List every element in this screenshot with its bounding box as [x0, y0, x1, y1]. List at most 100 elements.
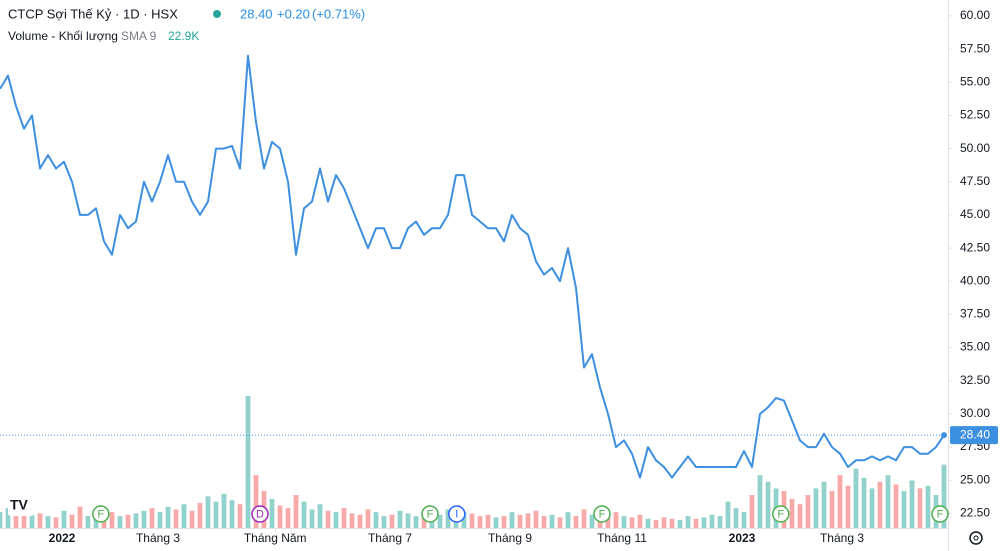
volume-bar: [205, 496, 211, 528]
volume-bar: [133, 513, 139, 528]
volume-bar: [93, 517, 99, 528]
volume-bar: [293, 495, 299, 528]
volume-bar: [581, 509, 587, 528]
x-tick-label: Tháng 7: [368, 531, 412, 545]
volume-bar: [765, 481, 771, 528]
volume-bar: [349, 513, 355, 528]
chart-title: CTCP Sợi Thế Kỷ · 1D · HSX: [8, 6, 178, 21]
volume-bar: [701, 517, 707, 528]
volume-bar: [685, 516, 691, 528]
event-marker: [251, 505, 269, 523]
volume-bar: [941, 464, 947, 528]
volume-bar: [237, 504, 243, 528]
volume-bar: [509, 512, 515, 528]
sma-value: 22.9K: [168, 29, 199, 43]
y-tick-label: 45.00: [960, 207, 990, 221]
x-tick-label: Tháng 9: [488, 531, 532, 545]
volume-bar: [141, 510, 147, 528]
volume-bar: [541, 516, 547, 528]
last-price: 28.40: [240, 6, 273, 21]
event-marker: [931, 505, 949, 523]
volume-bar: [717, 516, 723, 528]
volume-bar: [693, 518, 699, 528]
volume-bar: [557, 517, 563, 528]
event-label: F: [777, 508, 784, 520]
volume-bar: [565, 512, 571, 528]
volume-bar: [357, 514, 363, 528]
last-price-tag-label: 28.40: [960, 427, 990, 441]
volume-bar: [285, 508, 291, 528]
volume-bar: [421, 517, 427, 528]
volume-bar: [405, 513, 411, 528]
y-tick-label: 55.00: [960, 74, 990, 88]
volume-bar: [605, 517, 611, 528]
volume-bar: [53, 517, 59, 528]
volume-bar: [485, 514, 491, 528]
volume-bar: [45, 516, 51, 528]
volume-bar: [309, 509, 315, 528]
volume-bar: [621, 516, 627, 528]
volume-bar: [661, 517, 667, 528]
y-tick-label: 52.50: [960, 108, 990, 122]
volume-bar: [437, 514, 443, 528]
x-tick-label: Tháng 3: [136, 531, 180, 545]
event-marker: [593, 505, 611, 523]
volume-bar: [181, 504, 187, 528]
volume-bar: [229, 500, 235, 528]
volume-bar: [157, 512, 163, 528]
y-tick-label: 57.50: [960, 41, 990, 55]
volume-bar: [893, 484, 899, 528]
x-tick-label: 2022: [49, 531, 76, 545]
volume-bar: [925, 485, 931, 528]
volume-bar: [917, 488, 923, 528]
volume-bar: [21, 509, 27, 528]
volume-bar: [885, 475, 891, 528]
volume-bar: [573, 516, 579, 528]
volume-bar: [549, 514, 555, 528]
volume-bar: [277, 505, 283, 528]
y-tick-label: 35.00: [960, 340, 990, 354]
volume-bar: [85, 516, 91, 528]
event-label: D: [256, 508, 264, 520]
volume-bar: [589, 514, 595, 528]
volume-bar: [477, 516, 483, 528]
volume-bar: [525, 513, 531, 528]
last-point: [941, 432, 947, 439]
volume-bar: [669, 518, 675, 528]
volume-bar: [325, 510, 331, 528]
volume-bar: [733, 508, 739, 528]
volume-bar: [813, 488, 819, 528]
volume-bar: [13, 516, 19, 528]
volume-bar: [221, 493, 227, 528]
volume-bar: [301, 501, 307, 528]
y-tick-label: 22.50: [960, 506, 990, 520]
volume-bar: [381, 516, 387, 528]
volume-bar: [821, 481, 827, 528]
volume-bar: [149, 508, 155, 528]
volume-bar: [469, 513, 475, 528]
logo-text: TV: [10, 497, 29, 513]
volume-bar: [741, 512, 747, 528]
volume-bar: [189, 510, 195, 528]
volume-bar: [317, 504, 323, 528]
volume-bar: [757, 475, 763, 528]
y-tick-label: 47.50: [960, 174, 990, 188]
settings-button[interactable]: [969, 531, 983, 545]
sma-title: SMA 9: [121, 29, 157, 43]
price-change-pct: (+0.71%): [312, 6, 365, 21]
volume-bar: [5, 508, 11, 528]
event-marker: [421, 505, 439, 523]
volume-bar: [109, 512, 115, 528]
volume-bar: [517, 514, 523, 528]
last-price-tag: [950, 426, 998, 445]
volume-bar: [845, 485, 851, 528]
volume-bar: [653, 520, 659, 528]
volume-bar: [909, 480, 915, 528]
event-label: F: [97, 508, 104, 520]
volume-bar: [837, 475, 843, 528]
volume-bar: [29, 514, 35, 528]
y-tick-label: 25.00: [960, 472, 990, 486]
volume-bar: [637, 514, 643, 528]
volume-bar: [213, 501, 219, 528]
volume-bar: [805, 495, 811, 528]
